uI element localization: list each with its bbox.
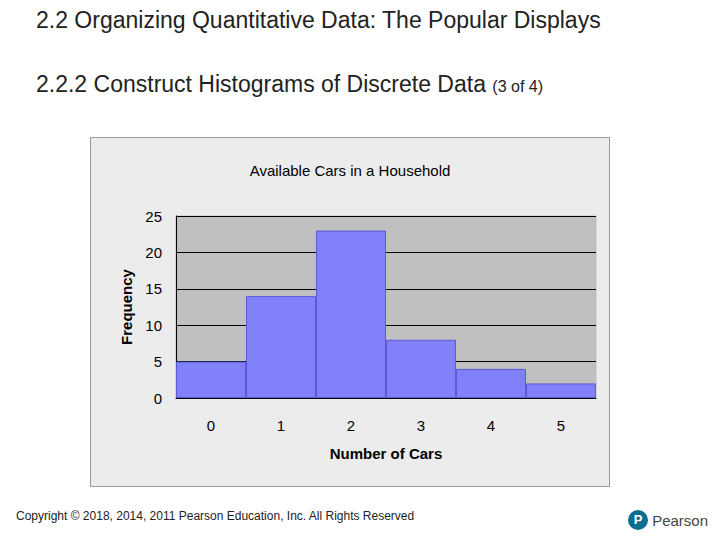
svg-text:5: 5: [557, 417, 565, 434]
svg-text:15: 15: [145, 280, 162, 297]
svg-text:Frequency: Frequency: [118, 268, 135, 345]
svg-text:2: 2: [347, 417, 355, 434]
svg-text:5: 5: [154, 353, 162, 370]
svg-text:25: 25: [145, 208, 162, 225]
html-text:2.2.2 Construct Histograms of: 2.2.2 Construct Histograms of Discrete D…: [36, 71, 543, 97]
html-text:2.2 Organizing Quantitative Da: 2.2 Organizing Quantitative Data: The Po…: [36, 7, 601, 33]
svg-text:10: 10: [145, 317, 162, 334]
html-text:P: P: [633, 512, 643, 527]
svg-text:1: 1: [277, 417, 285, 434]
svg-text:4: 4: [487, 417, 495, 434]
svg-text:0: 0: [207, 417, 215, 434]
svg-text:0: 0: [154, 390, 162, 407]
svg-text:20: 20: [145, 244, 162, 261]
html-text:Copyright © 2018, 2014, 2011 P: Copyright © 2018, 2014, 2011 Pearson Edu…: [16, 509, 415, 523]
svg-text:Number of Cars: Number of Cars: [330, 445, 443, 462]
html-text:Pearson: Pearson: [652, 511, 708, 529]
svg-text:Available Cars in a Household: Available Cars in a Household: [250, 162, 451, 179]
svg-text:3: 3: [417, 417, 425, 434]
